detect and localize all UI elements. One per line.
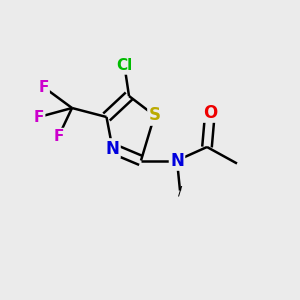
Text: Cl: Cl bbox=[116, 58, 133, 74]
Text: /: / bbox=[178, 184, 182, 197]
Text: F: F bbox=[38, 80, 49, 94]
Text: F: F bbox=[53, 129, 64, 144]
Text: N: N bbox=[170, 152, 184, 169]
Text: S: S bbox=[148, 106, 160, 124]
Text: O: O bbox=[203, 103, 217, 122]
Text: N: N bbox=[106, 140, 119, 158]
Text: F: F bbox=[34, 110, 44, 124]
